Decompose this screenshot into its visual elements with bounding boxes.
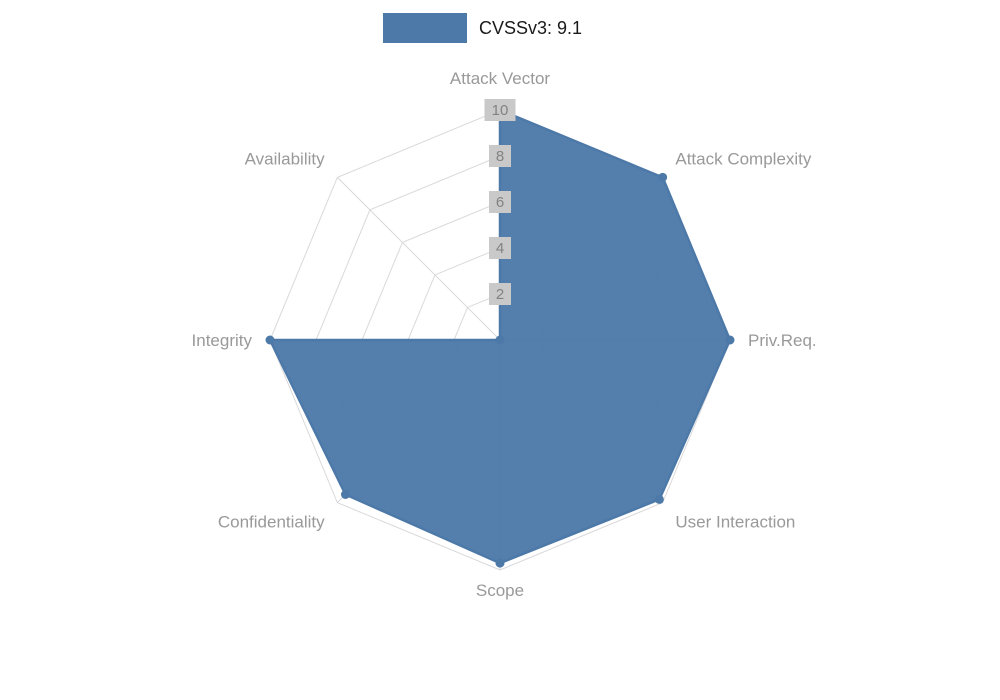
radial-tick-label: 4 [496,240,504,257]
series-marker [658,172,668,182]
series-marker [725,335,735,345]
legend-swatch [383,13,467,43]
radial-tick-chip [489,237,511,259]
axis-label-integrity: Integrity [192,331,253,350]
radial-tick-chip [484,99,516,121]
radial-tick-chip [489,283,511,305]
axis-label-priv-req: Priv.Req. [748,331,817,350]
axis-label-attack-complexity: Attack Complexity [675,150,812,169]
radial-tick-label: 8 [496,148,504,165]
axis-label-scope: Scope [476,581,524,600]
series-marker [495,335,505,345]
legend-label: CVSSv3: 9.1 [479,17,583,38]
axis-label-attack-vector: Attack Vector [450,69,550,88]
series-marker [265,335,275,345]
radial-tick-label: 10 [492,102,509,119]
radial-spoke [337,177,501,341]
series-marker [654,494,664,504]
radial-tick-label: 2 [496,286,504,303]
axis-label-confidentiality: Confidentiality [218,512,325,531]
axis-label-user-interaction: User Interaction [675,512,795,531]
axis-label-availability: Availability [245,150,326,169]
radial-tick-chip [489,191,511,213]
radial-tick-chip [489,145,511,167]
series-marker [340,490,350,500]
series-marker [495,558,505,568]
chart-legend: CVSSv3: 9.1 [383,13,582,43]
radial-tick-label: 6 [496,194,504,211]
